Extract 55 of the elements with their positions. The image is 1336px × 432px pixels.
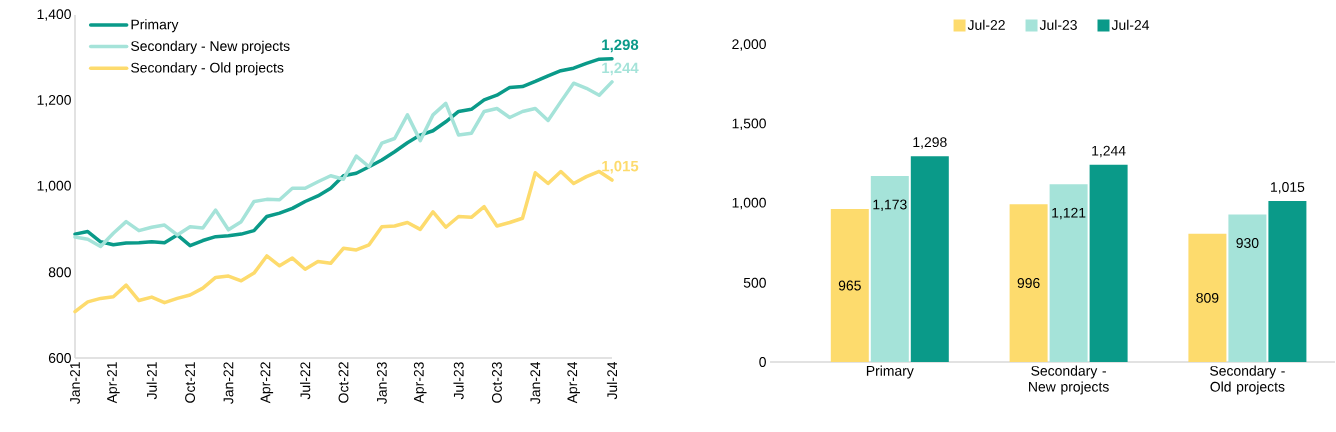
data-label: 1,298 (913, 137, 947, 149)
bar (870, 176, 909, 362)
x-tick-label: Apr-22 (260, 362, 274, 404)
data-label: 930 (1236, 238, 1259, 248)
x-tick-label: Jul-24 (606, 361, 618, 400)
bar (1228, 214, 1267, 362)
y-tick-label: 1,000 (732, 197, 766, 210)
legend-label: Secondary - Old projects (131, 62, 284, 76)
data-label: 1,121 (1052, 207, 1086, 220)
x-tick-label: Jan-21 (70, 362, 80, 404)
bar (1089, 164, 1128, 362)
bar (910, 156, 949, 362)
y-tick-label: 500 (743, 277, 766, 288)
legend-label: Secondary - New projects (131, 40, 290, 54)
y-tick-label: 1,000 (37, 180, 71, 193)
y-tick-label: 1,500 (732, 118, 766, 130)
y-tick-label: 1,400 (37, 9, 71, 21)
y-tick-label: 2,000 (732, 39, 766, 51)
y-tick-label: 600 (48, 353, 71, 363)
data-label: 809 (1196, 292, 1219, 303)
legend-label: Primary (131, 19, 179, 33)
x-tick-label: Secondary - Old projects (1210, 365, 1285, 395)
annotation: 1,244 (602, 62, 639, 76)
x-tick-label: Oct-23 (491, 362, 502, 403)
x-tick-label: Apr-23 (413, 362, 427, 404)
data-label: 1,173 (873, 199, 907, 212)
data-label: 1,244 (1092, 145, 1126, 158)
legend-label: Jul-23 (1039, 19, 1077, 30)
x-tick-label: Oct-22 (338, 362, 349, 403)
y-tick-label: 1,200 (37, 94, 71, 107)
annotation: 1,015 (602, 160, 639, 174)
data-label: 1,015 (1271, 182, 1305, 194)
x-tick-label: Jan-24 (530, 361, 541, 404)
y-tick-label: 0 (759, 357, 766, 367)
bar (830, 209, 869, 362)
x-tick-label: Primary (866, 365, 914, 379)
legend-label: Jul-22 (967, 19, 1005, 30)
x-tick-label: Jul-23 (453, 362, 464, 400)
x-tick-label: Jul-21 (146, 362, 157, 400)
bar (1009, 204, 1048, 362)
data-label: 996 (1017, 278, 1040, 289)
x-tick-label: Secondary - New projects (1029, 365, 1109, 395)
legend-label: Jul-24 (1111, 19, 1150, 30)
bar (1049, 184, 1088, 362)
annotation: 1,298 (602, 39, 639, 53)
x-tick-label: Jan-23 (376, 362, 387, 404)
x-tick-label: Apr-21 (107, 362, 120, 404)
bar (1268, 201, 1307, 362)
y-tick-label: 800 (48, 267, 71, 278)
x-tick-label: Jul-22 (300, 362, 311, 400)
x-tick-label: Apr-24 (567, 361, 580, 404)
data-label: 965 (838, 280, 861, 291)
x-tick-label: Jan-22 (223, 362, 234, 404)
x-tick-label: Oct-21 (185, 362, 196, 403)
bar (1188, 233, 1227, 362)
